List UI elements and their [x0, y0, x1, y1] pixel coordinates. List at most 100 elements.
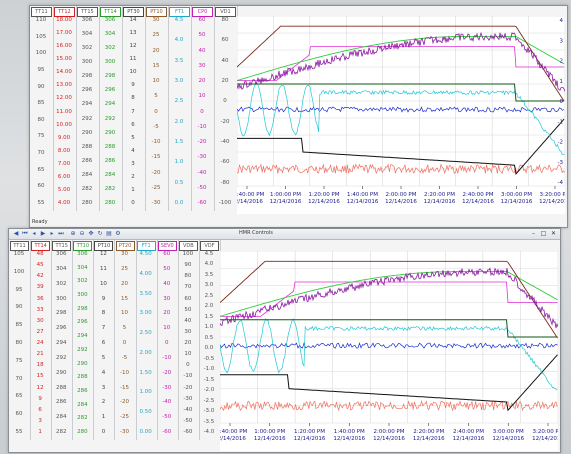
scale-header[interactable]: TT14	[31, 241, 51, 251]
scale-header[interactable]: TT11	[31, 7, 52, 17]
time-label: 3:20:00 PM	[539, 192, 565, 198]
scale-tick: 5	[101, 354, 106, 361]
scale-tick: 25	[121, 265, 129, 272]
first-icon[interactable]: ⏮	[22, 230, 28, 237]
scale-tick: 20	[152, 47, 160, 54]
scale-tick: -40	[183, 406, 193, 413]
scale-tick: 280	[77, 429, 88, 435]
scale-tick: 300	[104, 59, 116, 66]
scale-header[interactable]: TT12	[54, 7, 75, 17]
scale-header[interactable]: FT1	[136, 241, 156, 251]
scale-tick: -100	[218, 200, 232, 206]
scale-tick: -1.5	[203, 376, 215, 383]
scale-tick: 2	[101, 399, 106, 406]
last-icon[interactable]: ⏭	[58, 230, 64, 237]
scale-tick: 300	[55, 295, 67, 302]
print-icon[interactable]: ▤	[106, 230, 112, 237]
cursor-icon[interactable]: ✥	[88, 230, 94, 237]
scale-tick: -10	[120, 369, 130, 376]
scale-tick: -20	[162, 369, 172, 376]
scale-tick: 4	[101, 369, 106, 376]
scale-header[interactable]: SEV0	[157, 241, 177, 251]
scale-tick: 12	[99, 251, 107, 257]
scale-header[interactable]: PT10	[146, 7, 167, 17]
trace-cyan	[220, 318, 558, 391]
scale-tick: 25	[152, 32, 160, 39]
scale-tick: -40	[197, 169, 207, 176]
close-icon[interactable]: ✕	[550, 230, 557, 237]
scale-tick: 302	[81, 45, 93, 52]
scale-tick: 306	[55, 251, 67, 257]
time-label: 2:00:00 PM	[385, 192, 416, 198]
scale-header[interactable]: PT10	[94, 241, 114, 251]
scale-tick: 40	[198, 47, 206, 54]
scale-header[interactable]: TT14	[100, 7, 121, 17]
scale-tick: 60	[221, 37, 229, 44]
time-label: 3:00:00 PM	[493, 429, 524, 435]
scale-tick: 12.00	[56, 95, 72, 102]
scale-tick: 9.00	[57, 134, 71, 141]
scale-tick: 30	[184, 328, 192, 335]
scale-header[interactable]: TT15	[52, 241, 72, 251]
scale-tick: 10	[121, 310, 129, 317]
scale-tick: 45	[36, 262, 44, 269]
scale-tick: 280	[104, 200, 116, 206]
scale-column-tt15: TT15 306 304 302 300 298 296 294 292 290 288 286 284…	[51, 240, 74, 440]
scale-tick: 100	[35, 50, 47, 57]
maximize-icon[interactable]: □	[540, 230, 547, 237]
zoom-in-icon[interactable]: ⊕	[70, 230, 76, 237]
settings-icon[interactable]: ⚙	[115, 230, 121, 237]
scale-tick: 1.5	[174, 139, 184, 145]
scale-tick: 0	[164, 340, 169, 346]
refresh-icon[interactable]: ↻	[97, 230, 103, 237]
scale-tick: 13.00	[56, 82, 72, 89]
scale-header[interactable]: VDF	[199, 241, 219, 251]
scale-tick: 5.00	[57, 186, 71, 193]
scale-tick: 15	[121, 295, 129, 302]
prev-icon[interactable]: ◂	[32, 230, 36, 237]
time-label: 12:40:00 PM	[237, 192, 265, 198]
play-icon[interactable]: ▶	[40, 230, 46, 237]
scale-column-pt10: PT10 30 25 20 15 10 5 0 -5 -10 -15 -20 -25 -30	[145, 6, 169, 211]
scale-tick: 80	[221, 17, 229, 23]
scale-tick: -10	[183, 373, 193, 380]
scale-tick: 30	[152, 17, 160, 23]
scale-header[interactable]: CP0	[192, 7, 213, 17]
back-icon[interactable]: ◀	[13, 230, 19, 237]
scale-tick: 50	[163, 265, 171, 272]
scale-header[interactable]: VDB	[178, 241, 198, 251]
scale-tick: 6	[131, 121, 135, 128]
scale-tick: 14.00	[56, 69, 72, 76]
scale-tick: 284	[55, 414, 67, 421]
scale-tick: -15	[151, 154, 161, 161]
scale-tick: 294	[81, 101, 93, 108]
minimize-icon[interactable]: –	[532, 230, 535, 237]
time-label: 2:40:00 PM	[453, 429, 484, 435]
scale-header[interactable]: FT1	[169, 7, 190, 17]
scale-header[interactable]: PT30	[123, 7, 144, 17]
scale-tick: 85	[15, 322, 23, 329]
scale-header[interactable]: TT15	[77, 7, 98, 17]
scale-tick: 90	[184, 262, 192, 269]
next-icon[interactable]: ▸	[50, 230, 54, 237]
scale-tick: 0.5	[204, 334, 214, 341]
scale-tick: 6.00	[57, 173, 71, 180]
scale-tick: 80	[184, 273, 192, 280]
scale-tick: 284	[81, 171, 93, 178]
scale-header[interactable]: PT20	[115, 241, 135, 251]
time-label: 12:40:00 PM	[220, 429, 248, 435]
trend-window-bottom: ◀ ⏮ ◂ ▶ ▸ ⏭ ⊕ ⊖ ✥ ↻ ▤ ⚙ HMR Controls – □…	[8, 228, 561, 453]
scale-header[interactable]: VD1	[215, 7, 236, 17]
scale-tick: 0	[186, 362, 190, 369]
scale-header[interactable]: TT10	[73, 241, 93, 251]
time-label: 3:00:00 PM	[501, 192, 532, 198]
date-label: 12/14/2016	[424, 199, 456, 205]
right-scale-tick: -1	[558, 119, 563, 125]
scale-tick: 80	[37, 116, 45, 123]
scale-tick: 100	[13, 268, 25, 275]
scale-header[interactable]: TT11	[10, 241, 30, 251]
zoom-out-icon[interactable]: ⊖	[79, 230, 85, 237]
scale-tick: 48	[36, 251, 44, 257]
